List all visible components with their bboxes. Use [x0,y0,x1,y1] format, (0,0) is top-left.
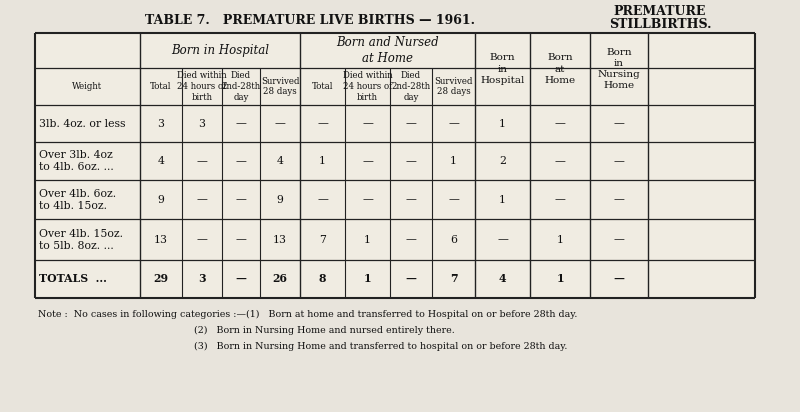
Text: —: — [406,119,417,129]
Text: —: — [197,194,207,204]
Text: TABLE 7.   PREMATURE LIVE BIRTHS — 1961.: TABLE 7. PREMATURE LIVE BIRTHS — 1961. [145,14,475,26]
Text: Died within
24 hours of
birth: Died within 24 hours of birth [342,71,392,102]
Text: 26: 26 [273,274,287,285]
Text: —: — [554,194,566,204]
Text: 1: 1 [557,234,563,244]
Bar [35,33,755,298]
Text: Born
in
Nursing
Home: Born in Nursing Home [598,48,640,90]
Text: 3: 3 [158,119,165,129]
Text: —: — [406,274,417,285]
Text: —: — [448,194,459,204]
Text: Born
at
Home: Born at Home [545,54,575,84]
Text: 1: 1 [450,156,457,166]
Text: 3lb. 4oz. or less: 3lb. 4oz. or less [39,119,126,129]
Text: 9: 9 [277,194,283,204]
Text: 7: 7 [319,234,326,244]
Text: —: — [197,156,207,166]
Text: 4: 4 [498,274,506,285]
Text: 3: 3 [198,274,206,285]
Text: Died within
24 hours of
birth: Died within 24 hours of birth [177,71,227,102]
Text: —: — [317,119,328,129]
Text: —: — [554,119,566,129]
Text: —: — [235,234,246,244]
Text: 4: 4 [158,156,165,166]
Text: Born in Hospital: Born in Hospital [171,44,269,57]
Text: Over 4lb. 6oz.
to 4lb. 15oz.: Over 4lb. 6oz. to 4lb. 15oz. [39,189,116,211]
Text: —: — [448,119,459,129]
Text: Born and Nursed
at Home: Born and Nursed at Home [336,36,439,65]
Text: (2)   Born in Nursing Home and nursed entirely there.: (2) Born in Nursing Home and nursed enti… [38,325,454,335]
Text: Over 4lb. 15oz.
to 5lb. 8oz. ...: Over 4lb. 15oz. to 5lb. 8oz. ... [39,229,123,250]
Text: —: — [406,194,417,204]
Text: 1: 1 [364,234,371,244]
Text: —: — [317,194,328,204]
Text: (3)   Born in Nursing Home and transferred to hospital on or before 28th day.: (3) Born in Nursing Home and transferred… [38,342,567,351]
Text: Born
in
Hospital: Born in Hospital [480,54,525,84]
Text: 29: 29 [154,274,169,285]
Text: TOTALS  ...: TOTALS ... [39,274,107,285]
Text: —: — [614,234,625,244]
Text: 8: 8 [318,274,326,285]
Text: 1: 1 [499,119,506,129]
Text: PREMATURE: PREMATURE [614,5,706,17]
Text: —: — [362,119,373,129]
Text: —: — [406,234,417,244]
Text: 9: 9 [158,194,165,204]
Text: 1: 1 [556,274,564,285]
Text: —: — [614,156,625,166]
Text: Total: Total [150,82,172,91]
Text: —: — [406,156,417,166]
Text: —: — [197,234,207,244]
Text: —: — [614,119,625,129]
Text: 4: 4 [277,156,283,166]
Text: —: — [614,274,625,285]
Text: Died
2nd-28th
day: Died 2nd-28th day [391,71,430,102]
Text: 13: 13 [154,234,168,244]
Text: —: — [362,156,373,166]
Text: 6: 6 [450,234,457,244]
Text: —: — [274,119,286,129]
Text: Survived
28 days: Survived 28 days [434,77,473,96]
Text: Note :  No cases in following categories :—(1)   Born at home and transferred to: Note : No cases in following categories … [38,309,578,318]
Text: 1: 1 [499,194,506,204]
Text: —: — [614,194,625,204]
Text: STILLBIRTHS.: STILLBIRTHS. [609,17,711,30]
Text: —: — [235,119,246,129]
Text: —: — [235,274,246,285]
Text: Survived
28 days: Survived 28 days [261,77,299,96]
Text: 3: 3 [198,119,206,129]
Text: Over 3lb. 4oz
to 4lb. 6oz. ...: Over 3lb. 4oz to 4lb. 6oz. ... [39,150,114,172]
Text: —: — [554,156,566,166]
Text: 2: 2 [499,156,506,166]
Text: Weight: Weight [73,82,102,91]
Text: Died
2nd-28th
day: Died 2nd-28th day [222,71,261,102]
Text: —: — [235,156,246,166]
Text: 7: 7 [450,274,458,285]
Text: —: — [497,234,508,244]
Text: —: — [235,194,246,204]
Text: Total: Total [312,82,334,91]
Text: 13: 13 [273,234,287,244]
Text: 1: 1 [364,274,371,285]
Text: —: — [362,194,373,204]
Text: 1: 1 [319,156,326,166]
